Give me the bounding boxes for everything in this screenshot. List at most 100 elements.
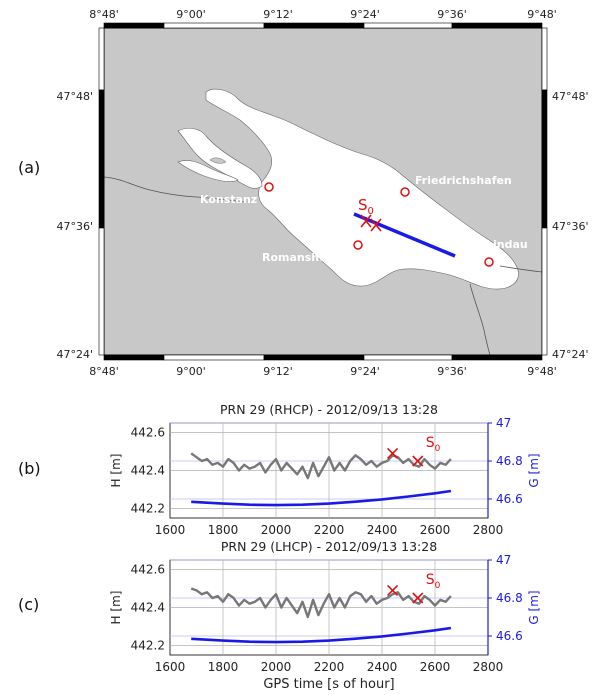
lon-tick-label: 9°48' <box>527 8 557 21</box>
panel-label-c: (c) <box>18 595 40 614</box>
city-label-romanshorn: Romanshorn <box>262 251 340 264</box>
series-geoid-line <box>191 489 452 507</box>
lon-ticks-top: 8°48' 9°00' 9°12' 9°24' 9°36' 9°48' <box>89 8 557 21</box>
lon-ticks-bottom: 8°48' 9°00' 9°12' 9°24' 9°36' 9°48' <box>89 365 557 378</box>
series-height-line <box>190 587 452 619</box>
frame-bar-bottom <box>103 354 165 361</box>
track-marker-cross-1 <box>360 214 372 228</box>
x-tick-label: 1600 <box>155 523 186 537</box>
y2-axis-label: G [m] <box>527 590 541 624</box>
city-label-lindau: Lindau <box>486 238 528 251</box>
y-tick-label: 442.2 <box>131 502 165 516</box>
lake-obersee <box>205 88 519 290</box>
chart-title: PRN 29 (LHCP) - 2012/09/13 13:28 <box>221 539 437 554</box>
city-marker-romanshorn <box>353 240 363 250</box>
lat-tick-label: 47°24' <box>56 348 93 361</box>
frame-bar-top <box>451 22 543 29</box>
lat-tick-label: 47°36' <box>552 220 589 233</box>
x-tick-label: 2200 <box>314 523 345 537</box>
lat-tick-label: 47°24' <box>552 348 589 361</box>
lon-tick-label: 9°36' <box>437 8 467 21</box>
x-tick-label: 2600 <box>420 660 451 674</box>
event-marker-cross <box>387 584 399 596</box>
frame-bar-right <box>541 89 548 229</box>
lon-tick-label: 9°00' <box>176 365 206 378</box>
y-tick-label: 442.2 <box>131 639 165 653</box>
x-tick-label: 1800 <box>208 660 239 674</box>
y2-tick-label: 46.8 <box>496 454 523 468</box>
y-axis-label: H [m] <box>109 591 123 625</box>
lon-tick-label: 9°00' <box>176 8 206 21</box>
lon-tick-label: 9°24' <box>350 365 380 378</box>
lon-tick-label: 8°48' <box>89 365 119 378</box>
lat-ticks-right: 47°48' 47°36' 47°24' <box>552 90 589 361</box>
lake-untersee <box>177 160 239 182</box>
chart-rhcp: PRN 29 (RHCP) - 2012/09/13 13:28 1600 1800… <box>109 402 541 537</box>
x-axis-label: GPS time [s of hour] <box>263 677 394 692</box>
chart-lhcp: PRN 29 (LHCP) - 2012/09/13 13:28 1600 1800… <box>109 539 541 692</box>
panel-label-b: (b) <box>18 459 41 478</box>
map-frame-bars <box>98 22 548 361</box>
frame-bar-left <box>98 227 105 356</box>
event-marker-label: S0 <box>426 572 441 591</box>
lat-tick-label: 47°48' <box>552 90 589 103</box>
x-tick-label: 2800 <box>473 660 504 674</box>
y2-tick-label: 46.8 <box>496 591 523 605</box>
y-tick-label: 442.4 <box>131 464 165 478</box>
series-height-line <box>190 452 452 480</box>
x-tick-label: 1800 <box>208 523 239 537</box>
y-axis-label: H [m] <box>109 454 123 488</box>
y-tick-label: 442.6 <box>131 563 165 577</box>
boat-track-line <box>353 212 456 258</box>
x-tick-label: 2200 <box>314 660 345 674</box>
border-line-west <box>103 176 245 203</box>
x-tick-label: 2000 <box>261 523 292 537</box>
frame-bar-top <box>363 22 453 29</box>
event-marker-cross <box>412 455 424 467</box>
panel-label-a: (a) <box>18 158 41 177</box>
frame-bar-bottom <box>163 354 265 361</box>
y-tick-label: 442.6 <box>131 426 165 440</box>
frame-bar-bottom <box>451 354 543 361</box>
y2-tick-label: 47 <box>496 553 511 567</box>
event-marker-cross <box>412 592 424 604</box>
chart-title: PRN 29 (RHCP) - 2012/09/13 13:28 <box>220 402 438 417</box>
frame-bar-left <box>98 89 105 229</box>
frame-bar-top <box>103 22 165 29</box>
border-line-east <box>499 265 543 273</box>
y2-tick-label: 47 <box>496 416 511 430</box>
city-marker-friedrichshafen <box>400 187 410 197</box>
lon-tick-label: 9°12' <box>263 365 293 378</box>
event-marker-label: S0 <box>426 435 441 454</box>
frame-bar-left <box>98 27 105 91</box>
lat-ticks-left: 47°48' 47°36' 47°24' <box>56 90 93 361</box>
frame-bar-top <box>163 22 265 29</box>
x-tick-label: 2800 <box>473 523 504 537</box>
x-tick-label: 2000 <box>261 660 292 674</box>
y-tick-label: 442.4 <box>131 601 165 615</box>
map-marker-label: S0 <box>358 196 374 217</box>
lon-tick-label: 9°24' <box>350 8 380 21</box>
x-tick-label: 1600 <box>155 660 186 674</box>
lon-tick-label: 8°48' <box>89 8 119 21</box>
lake-island <box>209 157 227 164</box>
city-marker-konstanz <box>264 182 274 192</box>
x-tick-label: 2400 <box>367 523 398 537</box>
lon-tick-label: 9°48' <box>527 365 557 378</box>
frame-bar-right <box>541 227 548 356</box>
frame-bar-bottom <box>363 354 453 361</box>
lake-map: 8°48' 9°00' 9°12' 9°24' 9°36' 9°48' 8°48' 9°00… <box>56 8 589 378</box>
frame-bar-bottom <box>263 354 365 361</box>
series-geoid-line <box>191 626 452 644</box>
lon-tick-label: 9°36' <box>437 365 467 378</box>
track-marker-cross-2 <box>370 218 382 232</box>
frame-bar-right <box>541 27 548 91</box>
city-marker-lindau <box>484 257 494 267</box>
y2-tick-label: 46.6 <box>496 629 523 643</box>
lon-tick-label: 9°12' <box>263 8 293 21</box>
x-tick-label: 2600 <box>420 523 451 537</box>
city-label-konstanz: Konstanz <box>200 193 257 206</box>
frame-bar-top <box>263 22 365 29</box>
border-line-south <box>469 283 491 356</box>
x-tick-label: 2400 <box>367 660 398 674</box>
